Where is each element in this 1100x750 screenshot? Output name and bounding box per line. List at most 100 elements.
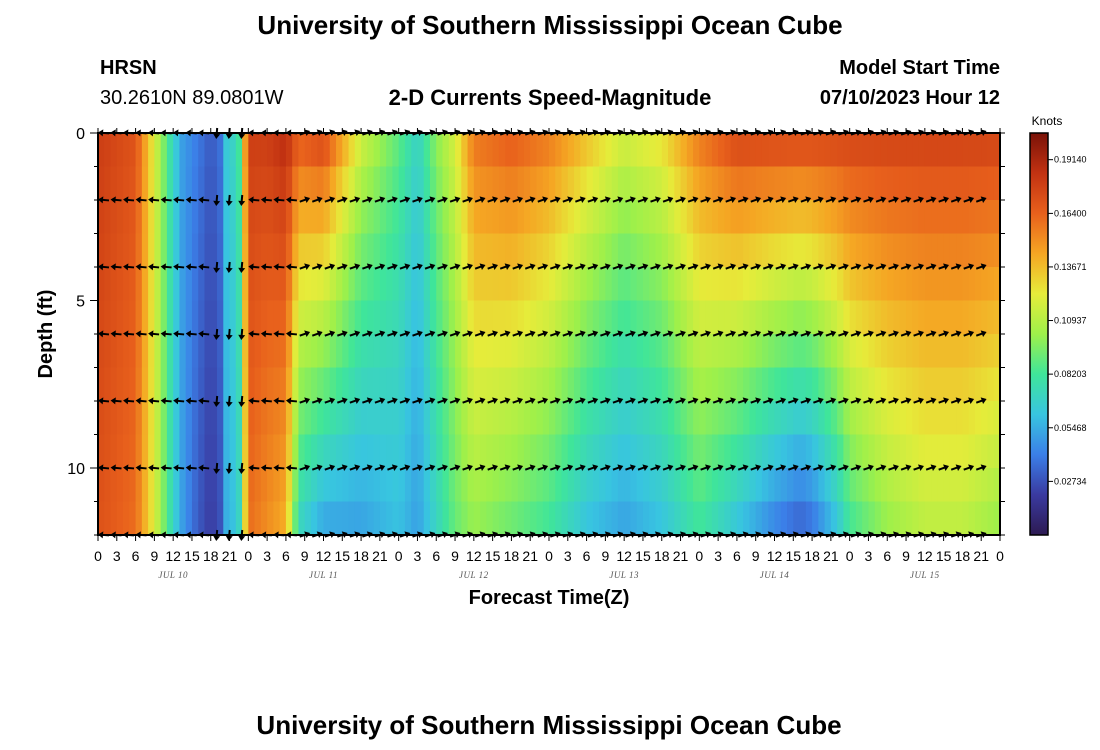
heatmap-cell (298, 434, 306, 469)
heatmap-cell (217, 434, 224, 469)
heatmap-cell (636, 300, 644, 335)
heatmap-cell (749, 267, 757, 302)
heatmap-cell (235, 367, 243, 402)
heatmap-cell (586, 434, 594, 469)
heatmap-cell (110, 401, 118, 436)
heatmap-cell (755, 334, 763, 369)
heatmap-cell (498, 233, 506, 268)
heatmap-cell (849, 300, 857, 335)
heatmap-cell (962, 367, 970, 402)
heatmap-cell (868, 401, 876, 436)
heatmap-cell (348, 334, 356, 369)
current-arrow (913, 263, 924, 270)
heatmap-cell (248, 334, 256, 369)
heatmap-cell (805, 501, 813, 536)
heatmap-cell (674, 200, 682, 235)
heatmap-cell (273, 334, 281, 369)
heatmap-cell (937, 334, 945, 369)
heatmap-cell (191, 133, 199, 168)
x-tick-label: 0 (545, 548, 553, 564)
heatmap-cell (599, 166, 606, 201)
heatmap-cell (880, 300, 888, 335)
x-tick-label: 15 (335, 548, 351, 564)
x-tick-label: 15 (936, 548, 952, 564)
heatmap-cell (242, 300, 249, 335)
current-arrow (160, 397, 172, 405)
current-arrow (123, 196, 135, 204)
heatmap-cell (755, 401, 763, 436)
current-arrow (825, 397, 837, 404)
heatmap-cell (793, 300, 801, 335)
heatmap-cell (624, 334, 632, 369)
heatmap-cell (793, 501, 801, 536)
heatmap-cell (874, 468, 882, 503)
current-arrow (110, 397, 122, 405)
heatmap-cell (993, 233, 1001, 268)
heatmap-cell (874, 334, 882, 369)
heatmap-cell (874, 267, 882, 302)
heatmap-cell (718, 233, 725, 268)
heatmap-cell (561, 300, 569, 335)
heatmap-cell (461, 401, 469, 436)
heatmap-cell (680, 367, 688, 402)
heatmap-cell (705, 468, 713, 503)
current-arrow (399, 464, 411, 471)
heatmap-cell (768, 133, 776, 168)
heatmap-cell (843, 133, 851, 168)
heatmap-cell (411, 434, 419, 469)
heatmap-cell (655, 334, 663, 369)
current-arrow (437, 263, 448, 270)
model-start-value: 07/10/2023 Hour 12 (819, 87, 1000, 109)
heatmap-cell (517, 233, 525, 268)
heatmap-cell (693, 501, 700, 536)
heatmap-cell (342, 468, 350, 503)
heatmap-cell (968, 434, 976, 469)
heatmap-cell (774, 200, 782, 235)
heatmap-cell (699, 166, 707, 201)
current-arrow (238, 328, 246, 340)
heatmap-cell (586, 367, 594, 402)
heatmap-cell (498, 200, 506, 235)
heatmap-cell (743, 434, 751, 469)
heatmap-cell (787, 401, 794, 436)
heatmap-cell (555, 434, 563, 469)
heatmap-cell (235, 200, 243, 235)
current-arrow (311, 263, 323, 270)
heatmap-cell (974, 200, 982, 235)
heatmap-cell (423, 133, 431, 168)
heatmap-cell (279, 233, 287, 268)
heatmap-cell (718, 200, 725, 235)
x-tick-label: 18 (203, 548, 219, 564)
heatmap-cell (736, 267, 744, 302)
heatmap-cell (937, 133, 945, 168)
heatmap-cell (191, 367, 199, 402)
heatmap-cell (242, 401, 249, 436)
current-arrow (612, 196, 624, 203)
current-arrow (524, 263, 536, 270)
current-arrow (750, 330, 762, 337)
heatmap-cell (304, 267, 312, 302)
heatmap-cell (217, 501, 224, 536)
current-arrow (650, 397, 661, 404)
heatmap-cell (235, 166, 243, 201)
heatmap-cell (423, 200, 431, 235)
current-arrow (374, 397, 386, 404)
current-arrow (687, 397, 699, 404)
heatmap-cell (260, 300, 268, 335)
heatmap-cell (981, 300, 989, 335)
heatmap-cell (530, 300, 538, 335)
current-arrow (612, 464, 624, 471)
current-arrow (575, 196, 586, 203)
heatmap-cell (492, 367, 500, 402)
heatmap-cell (668, 401, 675, 436)
heatmap-cell (386, 133, 394, 168)
heatmap-cell (217, 401, 224, 436)
heatmap-cell (292, 300, 300, 335)
heatmap-cell (273, 300, 281, 335)
heatmap-cell (705, 233, 713, 268)
colorbar-gradient (1029, 132, 1049, 536)
colorbar-tick-label: 0.10937 (1054, 316, 1087, 326)
heatmap-cell (523, 334, 531, 369)
heatmap-cell (793, 200, 801, 235)
heatmap-cell (943, 468, 951, 503)
